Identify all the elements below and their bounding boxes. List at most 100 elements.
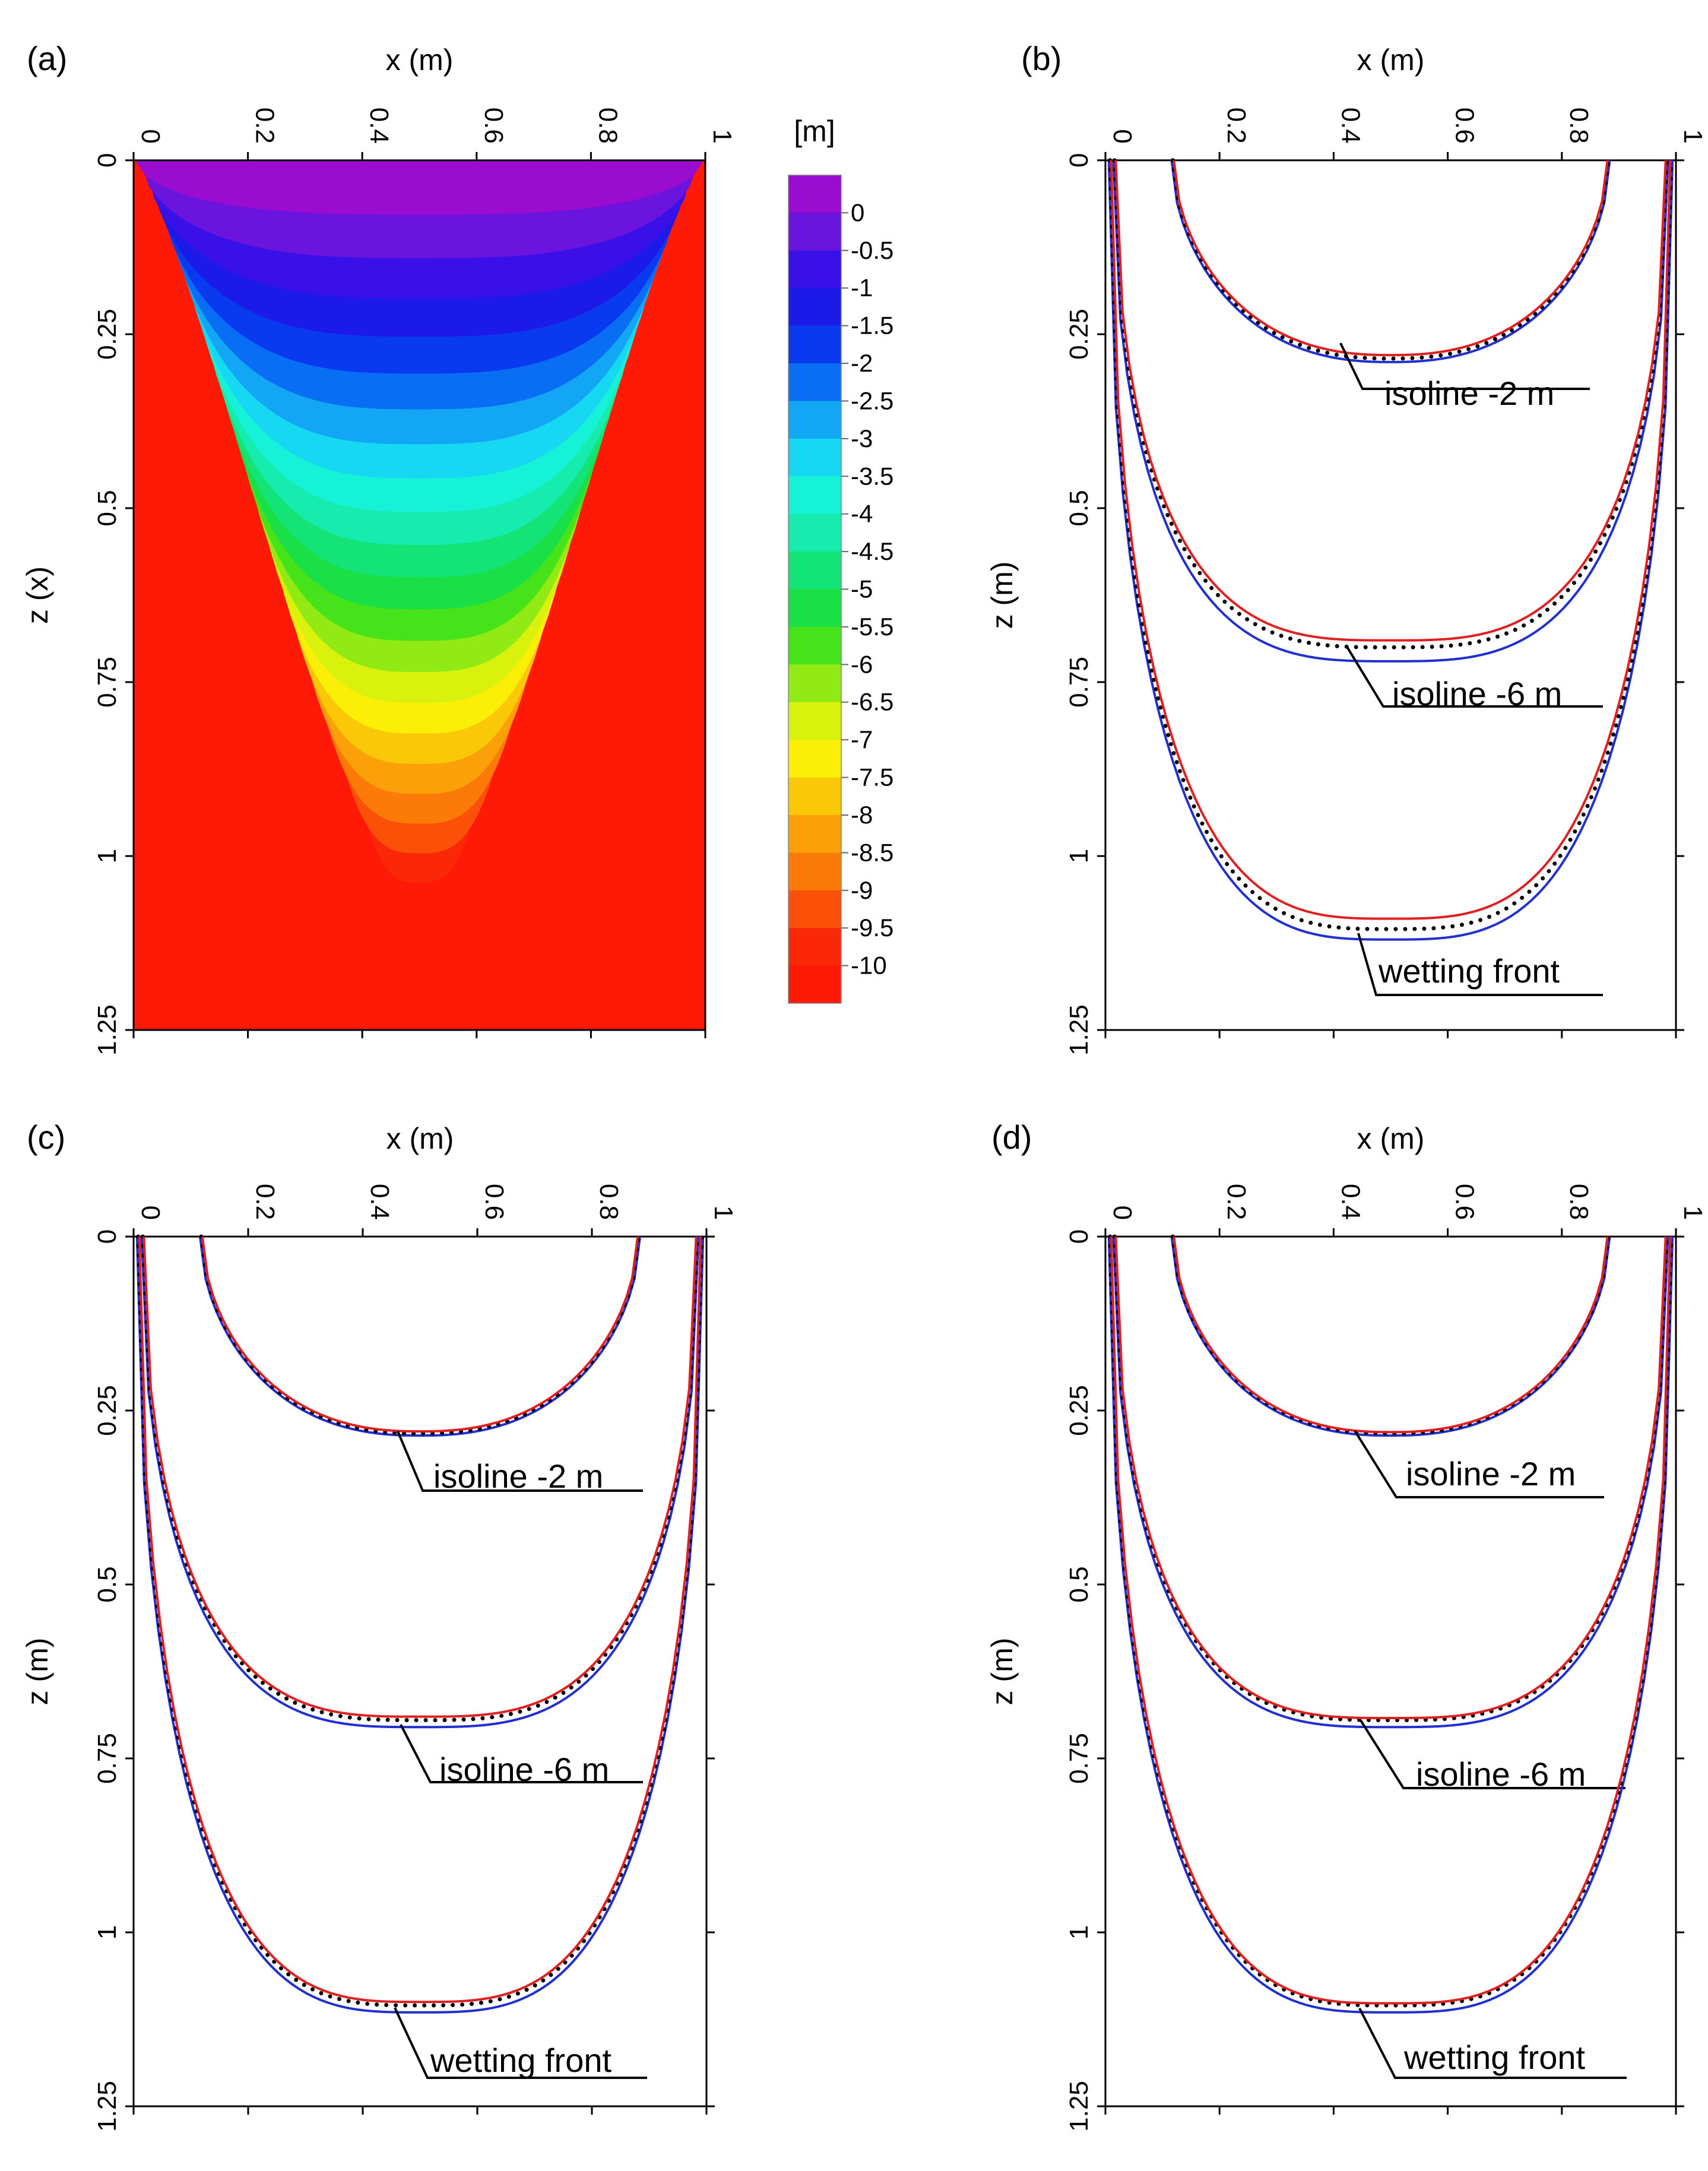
plot-frame: [1104, 159, 1677, 1031]
curve-group-0: isoline -2 m: [1170, 158, 1611, 412]
curve-dotted: [140, 1234, 700, 1723]
colorbar-level-label: -6.5: [851, 688, 893, 716]
isoline-label: isoline -6 m: [1392, 675, 1562, 712]
y-tick-label: 0: [1064, 1229, 1094, 1244]
x-tick-label: 0.2: [1222, 107, 1251, 144]
x-axis-title: x (m): [386, 1122, 454, 1155]
x-tick-label: 0.4: [365, 107, 394, 144]
colorbar-swatch: [788, 589, 841, 627]
y-tick-label: 1.25: [1064, 2081, 1094, 2132]
y-tick-label: 0.75: [93, 1733, 122, 1784]
x-tick-label: 0.2: [251, 107, 280, 144]
plot-frame: [1104, 1235, 1677, 2107]
panel-label: (a): [27, 40, 67, 77]
curve-group-2: wetting front: [1107, 158, 1674, 996]
curve-blue: [1170, 160, 1611, 363]
curve-red: [1110, 1236, 1672, 2005]
colorbar-level-label: -10: [851, 952, 887, 980]
colorbar-swatch: [788, 514, 841, 552]
colorbar-swatch: [788, 814, 841, 853]
x-axis-title: x (m): [1357, 1122, 1425, 1155]
curve-blue: [1112, 1236, 1669, 1729]
x-tick-label: 1: [1678, 129, 1707, 144]
x-tick-label: 0: [1108, 129, 1137, 144]
curve-group-1: isoline -6 m: [1112, 158, 1669, 712]
panel-d: (d) x (m) z (m) isoline -2 m isoline -6 m wet…: [985, 1118, 1707, 2132]
isoline-label: wetting front: [1378, 952, 1560, 990]
curve-dotted: [199, 1234, 641, 1436]
x-tick-label: 1: [708, 129, 737, 144]
curve-red: [1114, 160, 1667, 642]
x-tick-label: 0.4: [1336, 1184, 1365, 1220]
curve-blue: [198, 1236, 642, 1437]
y-axis-title: z (x): [21, 566, 54, 624]
label-leader: [397, 1431, 643, 1492]
x-tick-label: 0.8: [594, 1184, 623, 1220]
isoline-label: isoline -6 m: [1416, 1755, 1586, 1793]
x-tick-label: 1: [1678, 1206, 1707, 1220]
colorbar-swatch: [788, 702, 841, 740]
curve-blue: [1170, 1236, 1611, 1437]
curve-group-0: isoline -2 m: [198, 1234, 643, 1495]
colorbar-swatch: [788, 250, 841, 289]
colorbar-level-label: -9: [851, 876, 873, 904]
label-leader: [1354, 1430, 1604, 1498]
colorbar-level-label: -1: [851, 274, 873, 302]
colorbar-swatch: [788, 288, 841, 327]
x-axis-title: x (m): [1357, 43, 1425, 77]
curve-red: [142, 1236, 698, 1718]
curve-blue: [140, 1236, 700, 1729]
curve-red: [1173, 1236, 1609, 1434]
curve-dotted: [1170, 158, 1611, 361]
axis-ticks: 0 0.2 0.4 0.6 0.8 1 0 0.25 0.5 0.75 1 1.25: [1064, 1184, 1707, 2132]
curve-group-1: isoline -6 m: [140, 1234, 700, 1788]
colorbar-swatch: [788, 777, 841, 816]
y-tick-label: 1.25: [1064, 1004, 1094, 1056]
colorbar-swatch: [788, 363, 841, 401]
curve-dotted: [136, 1234, 704, 2008]
x-tick-label: 0.6: [1450, 107, 1479, 144]
curve-group-2: wetting front: [1107, 1234, 1674, 2079]
panel-label: (b): [1021, 40, 1061, 77]
curve-blue: [1107, 1236, 1674, 2014]
label-leader: [1345, 645, 1603, 708]
isoline-label: isoline -2 m: [433, 1457, 603, 1495]
colorbar-level-label: -3.5: [851, 462, 893, 490]
y-axis-title: z (m): [985, 1638, 1019, 1706]
label-leader: [1360, 1719, 1625, 1789]
colorbar-level-label: -5: [851, 575, 873, 603]
plot-frame: [132, 1235, 708, 2107]
x-tick-label: 1: [709, 1206, 738, 1220]
x-axis-title: x (m): [386, 43, 454, 77]
label-leader: [394, 2007, 647, 2079]
colorbar-title: [m]: [794, 115, 835, 148]
y-tick-label: 0: [1064, 153, 1094, 167]
curve-red: [1114, 1236, 1667, 1720]
colorbar-level-label: -8.5: [851, 838, 893, 866]
colorbar: [m] 0 -0.5 -1 -1.5 -2 -2.5 -3 -3.5 -4 -4.5 -5 -5.5 -6…: [788, 115, 893, 1004]
x-tick-label: 0.2: [1222, 1184, 1251, 1220]
isoline-label: isoline -2 m: [1384, 375, 1554, 412]
colorbar-swatch: [788, 740, 841, 778]
colorbar-level-label: -4.5: [851, 537, 893, 565]
x-tick-label: 0.2: [251, 1184, 280, 1220]
curve-dotted: [1108, 158, 1674, 931]
colorbar-level-label: -4: [851, 500, 873, 528]
colorbar-swatch: [788, 852, 841, 891]
colorbar-swatch: [788, 928, 841, 966]
y-tick-label: 0.5: [93, 1566, 122, 1602]
isoline-label: isoline -2 m: [1406, 1455, 1576, 1492]
x-tick-label: 0.4: [365, 1184, 394, 1220]
panel-label: (c): [27, 1118, 65, 1156]
colorbar-level-label: -3: [851, 424, 873, 452]
colorbar-swatch: [788, 890, 841, 928]
colorbar-level-label: -8: [851, 801, 873, 829]
y-tick-label: 0.25: [1064, 309, 1094, 360]
colorbar-swatch: [788, 664, 841, 703]
y-tick-label: 1.25: [93, 1004, 122, 1056]
curve-blue: [135, 1236, 705, 2014]
x-tick-label: 0: [136, 129, 165, 144]
x-tick-label: 0: [1108, 1206, 1137, 1220]
curve-blue: [1112, 160, 1669, 663]
y-axis-title: z (m): [21, 1638, 54, 1706]
